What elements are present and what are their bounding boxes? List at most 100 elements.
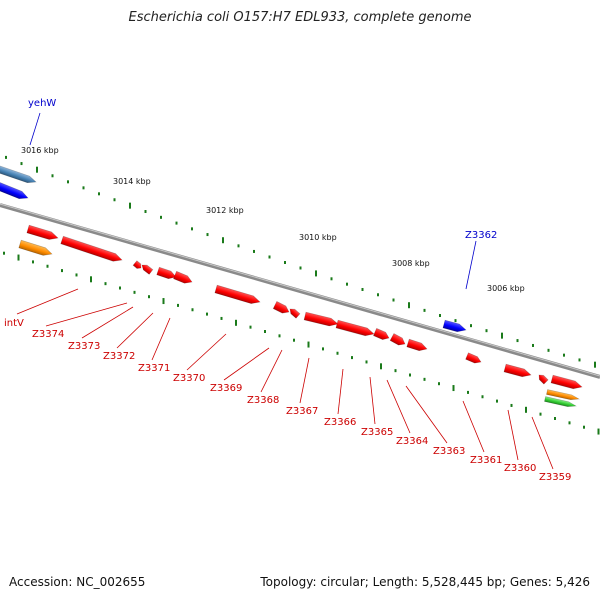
label-leader-line bbox=[465, 240, 477, 290]
gene-arrow bbox=[335, 319, 375, 337]
gene-label[interactable]: yehW bbox=[28, 98, 56, 109]
label-leader-line bbox=[337, 368, 344, 415]
tick-mark bbox=[408, 302, 410, 309]
tick-mark bbox=[539, 412, 542, 416]
gene-arrow bbox=[550, 374, 583, 390]
gene-label[interactable]: Z3360 bbox=[504, 463, 536, 474]
gene-arrow bbox=[406, 338, 428, 352]
tick-mark bbox=[361, 287, 364, 291]
tick-mark bbox=[175, 221, 178, 225]
label-leader-line bbox=[151, 317, 171, 361]
gene-arrow-shape bbox=[18, 239, 53, 256]
gene-label[interactable]: Z3368 bbox=[247, 395, 279, 406]
gene-arrow bbox=[289, 308, 301, 319]
tick-mark bbox=[470, 324, 472, 328]
tick-mark bbox=[222, 237, 224, 244]
tick-mark bbox=[278, 334, 281, 338]
accession-text: Accession: NC_002655 bbox=[9, 575, 146, 589]
gene-label[interactable]: Z3372 bbox=[103, 351, 135, 362]
tick-mark bbox=[568, 421, 571, 425]
tick-mark bbox=[423, 377, 426, 381]
tick-mark bbox=[439, 314, 441, 318]
tick-mark bbox=[496, 399, 498, 403]
tick-mark bbox=[438, 382, 440, 386]
gene-label[interactable]: Z3370 bbox=[173, 373, 205, 384]
gene-arrow bbox=[214, 284, 261, 304]
gene-label[interactable]: Z3371 bbox=[138, 363, 170, 374]
tick-mark bbox=[547, 348, 550, 352]
label-leader-line bbox=[462, 400, 485, 453]
tick-mark bbox=[597, 428, 600, 435]
tick-mark bbox=[336, 351, 339, 355]
tick-mark bbox=[454, 319, 457, 323]
gene-arrow bbox=[272, 301, 290, 314]
tick-mark bbox=[485, 329, 488, 333]
gene-arrow-shape bbox=[0, 165, 37, 184]
gene-label[interactable]: Z3374 bbox=[32, 329, 64, 340]
tick-mark bbox=[346, 282, 348, 286]
gene-arrow-shape bbox=[60, 235, 123, 262]
tick-mark bbox=[36, 166, 38, 173]
tick-mark bbox=[423, 308, 426, 312]
gene-arrow bbox=[18, 239, 53, 256]
gene-label[interactable]: intV bbox=[4, 318, 24, 329]
gene-arrow-shape bbox=[442, 319, 467, 333]
gene-label[interactable]: Z3363 bbox=[433, 446, 465, 457]
tick-mark bbox=[268, 255, 271, 259]
tick-mark bbox=[46, 264, 49, 268]
gene-label[interactable]: Z3364 bbox=[396, 436, 428, 447]
gene-label[interactable]: Z3362 bbox=[465, 230, 497, 241]
gene-label[interactable]: Z3361 bbox=[470, 455, 502, 466]
tick-mark bbox=[90, 276, 92, 283]
gene-arrow-shape bbox=[303, 311, 339, 327]
tick-mark bbox=[351, 356, 353, 360]
label-leader-line bbox=[116, 312, 154, 349]
label-leader-line bbox=[29, 112, 41, 146]
gene-arrow bbox=[0, 181, 29, 200]
tick-mark bbox=[206, 233, 209, 237]
gene-arrow bbox=[373, 327, 390, 340]
gene-arrow-shape bbox=[373, 327, 390, 340]
tick-mark bbox=[220, 316, 223, 320]
tick-mark bbox=[532, 343, 534, 347]
kbp-label: 3016 kbp bbox=[21, 146, 59, 155]
gene-arrow-shape bbox=[0, 181, 29, 200]
gene-arrow bbox=[538, 374, 549, 385]
label-leader-line bbox=[81, 306, 134, 339]
gene-label[interactable]: Z3367 bbox=[286, 406, 318, 417]
tick-mark bbox=[32, 260, 34, 264]
tick-mark bbox=[284, 261, 286, 265]
gene-label[interactable]: Z3359 bbox=[539, 472, 571, 483]
tick-mark bbox=[113, 198, 116, 202]
gene-arrow-shape bbox=[141, 264, 154, 275]
tick-mark bbox=[253, 249, 255, 253]
gene-arrow bbox=[0, 165, 37, 184]
tick-mark bbox=[594, 361, 596, 368]
gene-arrow bbox=[389, 333, 406, 346]
tick-mark bbox=[380, 363, 382, 370]
tick-mark bbox=[160, 215, 162, 219]
tick-mark bbox=[20, 162, 23, 166]
gene-label[interactable]: Z3373 bbox=[68, 341, 100, 352]
gene-arrow-shape bbox=[173, 270, 193, 284]
gene-arrow-shape bbox=[538, 374, 549, 385]
tick-mark bbox=[452, 385, 455, 392]
gene-arrow bbox=[60, 235, 123, 262]
tick-mark bbox=[578, 358, 581, 362]
gene-label[interactable]: Z3365 bbox=[361, 427, 393, 438]
gene-label[interactable]: Z3369 bbox=[210, 383, 242, 394]
tick-mark bbox=[249, 325, 252, 329]
topology-stats: Topology: circular; Length: 5,528,445 bp… bbox=[260, 575, 590, 589]
tick-mark bbox=[322, 347, 324, 351]
tick-mark bbox=[481, 395, 484, 399]
gene-arrow bbox=[156, 266, 177, 280]
tick-mark bbox=[5, 155, 7, 159]
label-leader-line bbox=[223, 347, 270, 381]
gene-label[interactable]: Z3366 bbox=[324, 417, 356, 428]
gene-arrow bbox=[173, 270, 193, 284]
label-leader-line bbox=[186, 333, 227, 371]
tick-mark bbox=[299, 266, 302, 270]
genome-backbone-highlight bbox=[0, 203, 600, 377]
tick-mark bbox=[377, 293, 379, 297]
